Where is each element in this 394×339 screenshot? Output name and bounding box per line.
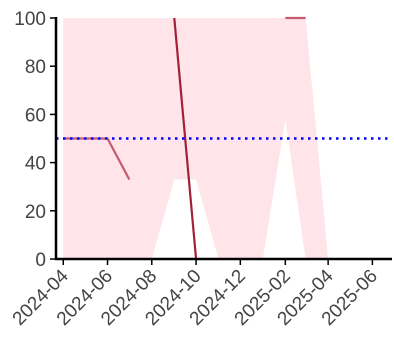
series-line-1 [63, 137, 131, 180]
y-tick-label: 100 [14, 9, 46, 30]
y-tick-label: 60 [25, 105, 46, 126]
series-line-2 [173, 17, 198, 260]
confidence-band-layer [63, 18, 329, 259]
y-tick-label: 0 [35, 250, 46, 271]
series-layer [63, 16, 306, 260]
y-tick-label: 20 [25, 202, 46, 223]
y-tick-label: 40 [25, 154, 46, 175]
confidence-band [63, 18, 329, 259]
axes [54, 17, 392, 261]
x-axis-ticks: 2024-042024-062024-082024-102024-122025-… [9, 259, 382, 330]
y-axis-ticks: 0 20 40 60 80 100 [14, 9, 56, 271]
y-tick-label: 80 [25, 57, 46, 78]
